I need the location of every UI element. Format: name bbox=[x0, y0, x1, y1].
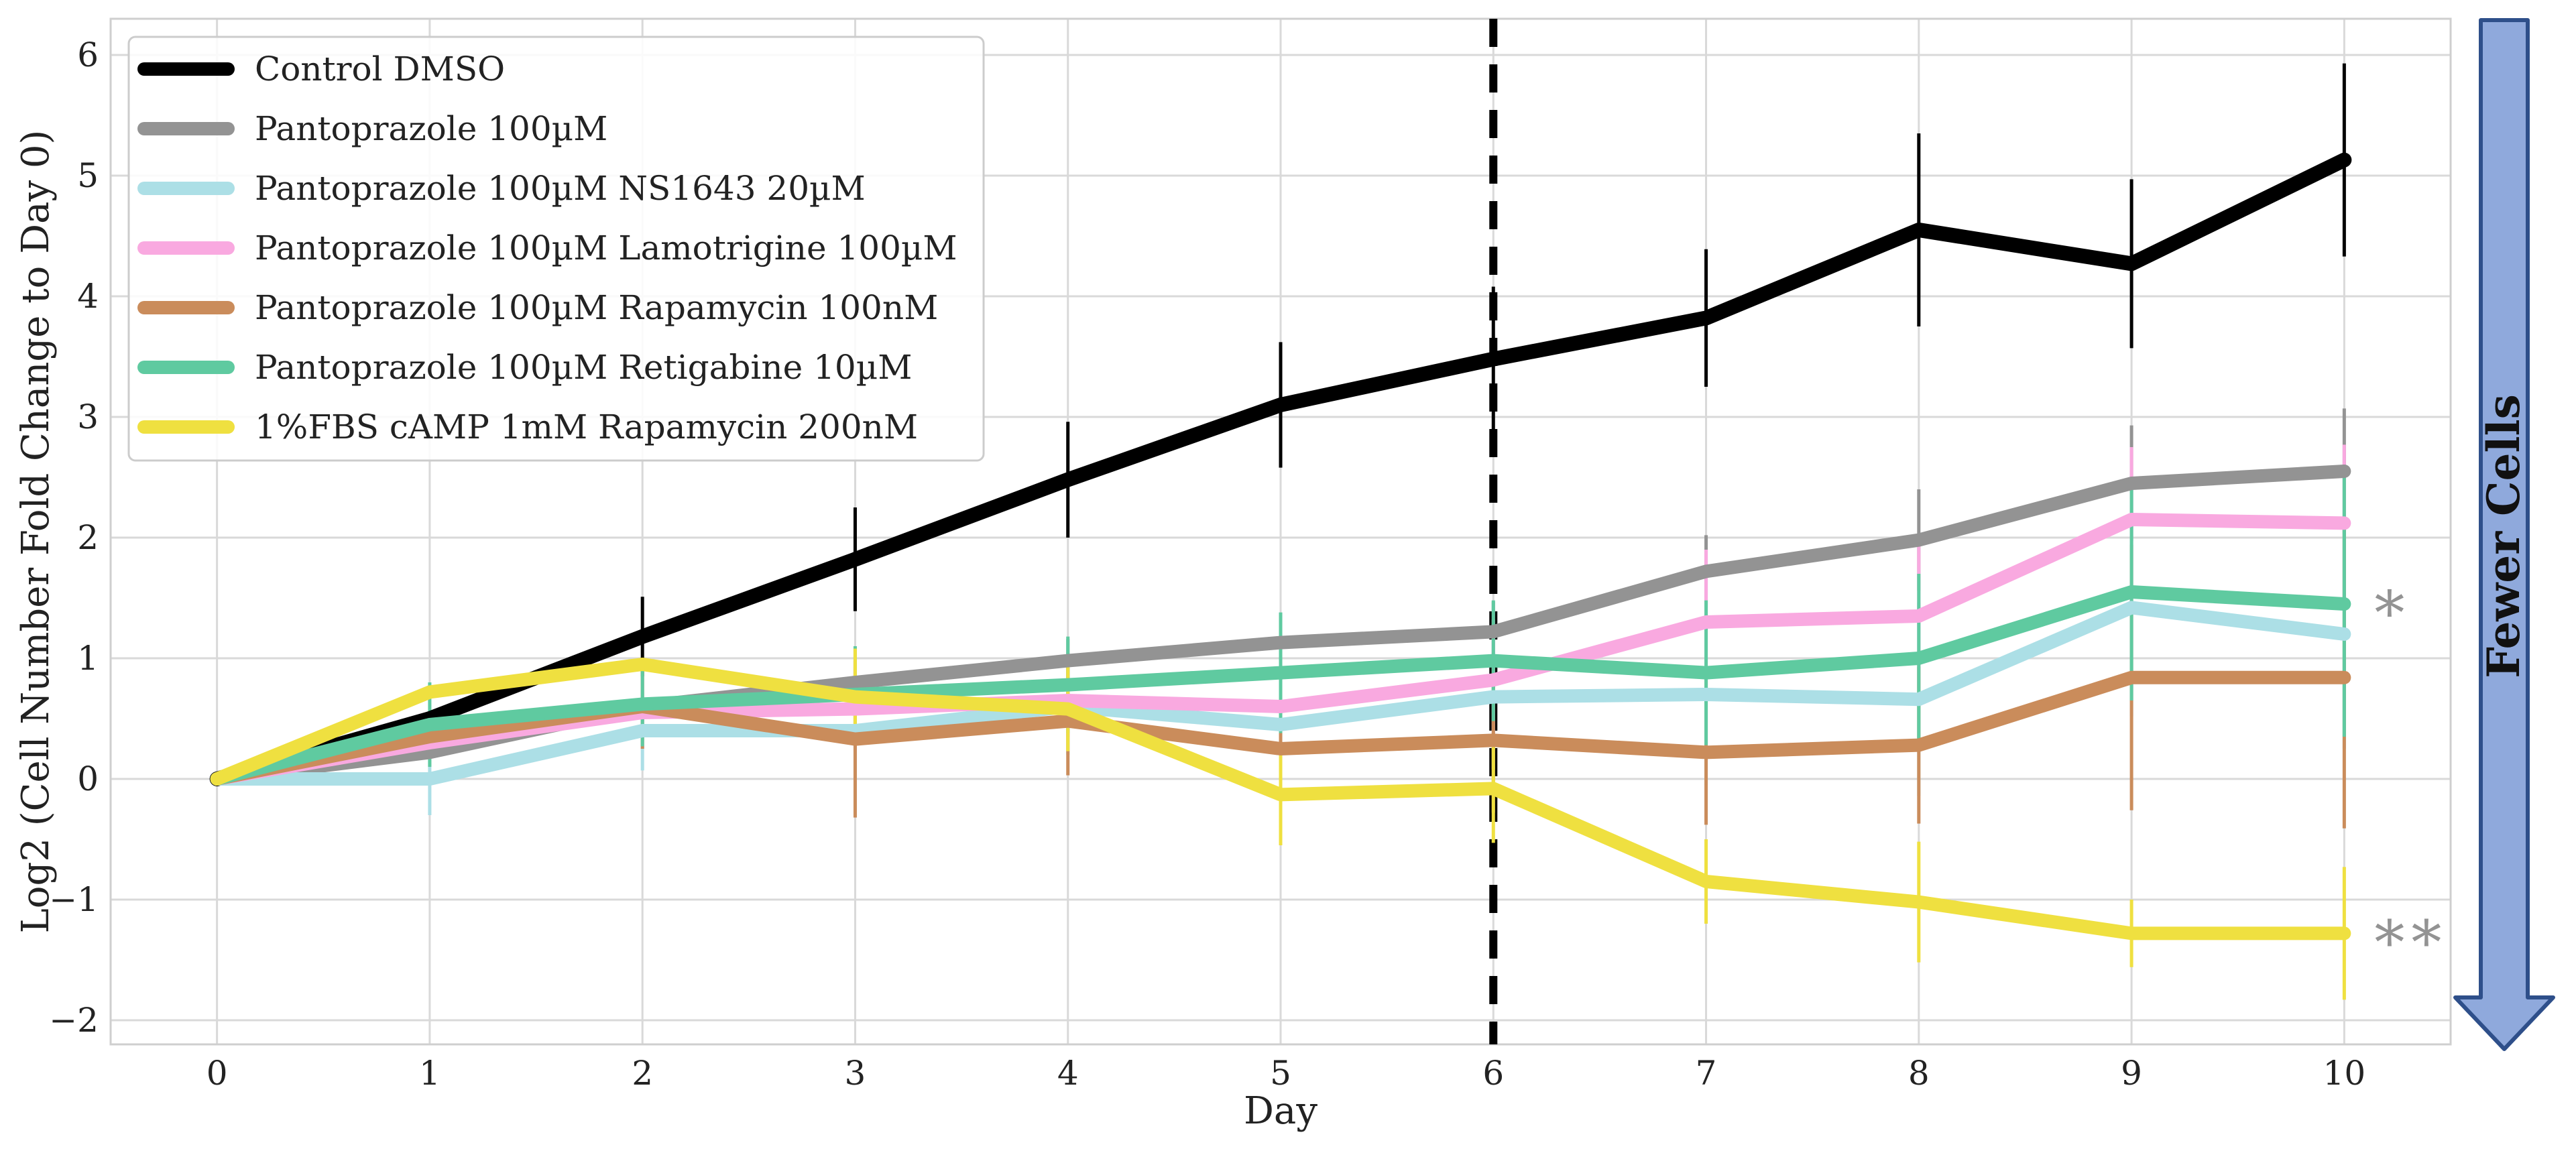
x-tick-label-10: 10 bbox=[2323, 1054, 2366, 1093]
series-line-0 bbox=[209, 152, 2352, 786]
significance-annotation-1: ** bbox=[2374, 908, 2448, 978]
y-axis-ticks: −2 −1 0 1 2 3 4 5 6 bbox=[49, 36, 99, 1040]
x-tick-label-8: 8 bbox=[1908, 1054, 1930, 1093]
x-tick-label-1: 1 bbox=[419, 1054, 441, 1093]
significance-annotation-0: * bbox=[2374, 578, 2411, 649]
down-arrow-icon bbox=[2453, 18, 2555, 1051]
x-tick-label-3: 3 bbox=[845, 1054, 866, 1093]
legend-box bbox=[127, 36, 985, 462]
legend-label-4: Pantoprazole 100µM Rapamycin 100nM bbox=[255, 288, 938, 327]
y-tick-label-2: 2 bbox=[77, 518, 99, 557]
legend-label-0: Control DMSO bbox=[255, 50, 505, 88]
x-tick-label-9: 9 bbox=[2121, 1054, 2142, 1093]
y-tick-label--1: −1 bbox=[49, 880, 99, 919]
x-tick-label-7: 7 bbox=[1696, 1054, 1717, 1093]
x-tick-label-2: 2 bbox=[632, 1054, 653, 1093]
y-tick-label-5: 5 bbox=[77, 156, 99, 195]
y-tick-label-4: 4 bbox=[77, 277, 99, 316]
x-tick-label-6: 6 bbox=[1482, 1054, 1504, 1093]
x-tick-label-0: 0 bbox=[207, 1054, 228, 1093]
plot-frame bbox=[109, 17, 2452, 1046]
x-tick-label-5: 5 bbox=[1270, 1054, 1291, 1093]
series-lines bbox=[209, 152, 2352, 940]
legend-label-6: 1%FBS cAMP 1mM Rapamycin 200nM bbox=[255, 408, 918, 446]
legend-label-5: Pantoprazole 100µM Retigabine 10µM bbox=[255, 348, 912, 387]
series-line-5 bbox=[210, 585, 2351, 786]
y-tick-label-3: 3 bbox=[77, 398, 99, 436]
y-tick-label-6: 6 bbox=[77, 36, 99, 74]
legend-label-3: Pantoprazole 100µM Lamotrigine 100µM bbox=[255, 229, 957, 267]
fewer-cells-label: Fewer Cells bbox=[2477, 394, 2530, 678]
series-line-6 bbox=[210, 658, 2351, 940]
y-axis-label: Log2 (Cell Number Fold Change to Day 0) bbox=[14, 130, 58, 934]
y-tick-label-0: 0 bbox=[77, 759, 99, 798]
x-axis-label: Day bbox=[1244, 1089, 1318, 1133]
series-line-2 bbox=[210, 601, 2351, 786]
x-tick-label-4: 4 bbox=[1057, 1054, 1079, 1093]
annotations: *** bbox=[2374, 578, 2448, 978]
legend-label-1: Pantoprazole 100µM bbox=[255, 109, 607, 148]
legend-label-2: Pantoprazole 100µM NS1643 20µM bbox=[255, 169, 866, 208]
fewer-cells-arrow: Fewer Cells bbox=[2453, 18, 2555, 1051]
y-tick-label-1: 1 bbox=[77, 639, 99, 678]
x-axis-ticks: 0 1 2 3 4 5 6 7 8 9 10 bbox=[207, 1054, 2365, 1093]
legend: Control DMSO Pantoprazole 100µM Pantoprazo… bbox=[127, 36, 985, 462]
y-tick-label--2: −2 bbox=[49, 1001, 99, 1040]
